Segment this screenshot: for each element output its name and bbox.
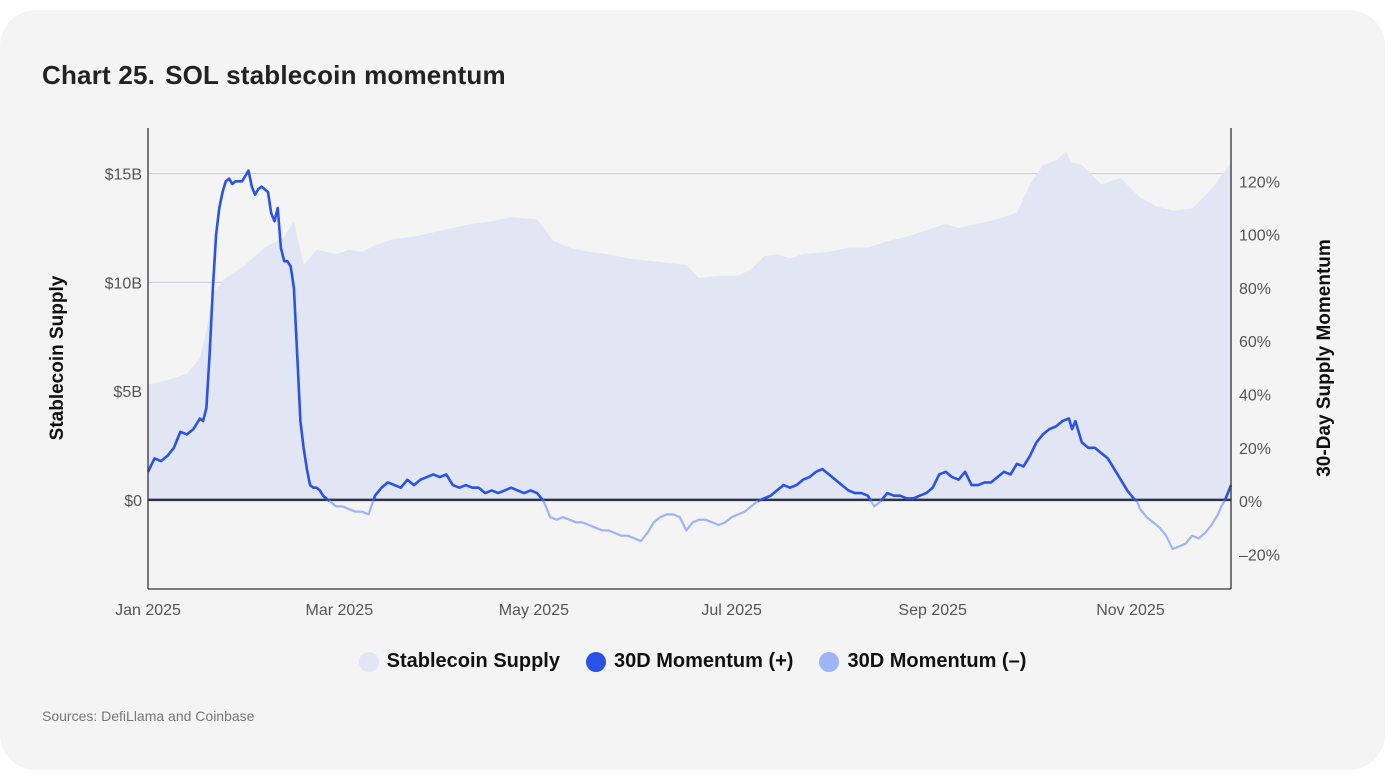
left-axis-tick-label: $5B [114,384,142,401]
momentum-positive-line [146,169,331,503]
right-axis-tick-label: 80% [1239,281,1271,298]
left-axis-title: Stablecoin Supply [47,275,68,440]
momentum-negative-line [1135,500,1226,551]
legend-item-supply: Stablecoin Supply [358,650,560,673]
legend-label-momentum-positive: 30D Momentum (+) [613,650,794,672]
left-axis-tick-label: $0 [124,493,142,510]
chart-title-number: Chart 25. [42,60,156,90]
right-axis-tick-label: 100% [1239,228,1280,245]
chart-title-text: SOL stablecoin momentum [165,60,506,90]
legend-swatch-supply [358,651,379,672]
right-axis-tick-label: –20% [1239,547,1280,564]
legend-swatch-momentum-negative [819,651,840,672]
x-axis-tick-label: Jul 2025 [701,602,762,619]
momentum-positive-line [371,473,545,502]
right-axis-tick-label: 20% [1239,441,1271,458]
left-axis-tick-label: $15B [105,167,142,184]
chart-title: Chart 25. SOL stablecoin momentum [42,60,506,91]
momentum-negative-line [542,500,759,543]
right-axis-tick-label: 40% [1239,387,1271,404]
momentum-positive-line [1223,484,1233,502]
momentum-positive-line [757,467,873,503]
x-axis-tick-label: Jan 2025 [115,602,181,619]
left-axis-tick-label: $10B [105,275,142,292]
x-axis-tick-label: May 2025 [499,602,569,619]
supply-area [148,151,1231,500]
x-axis-tick-label: Mar 2025 [306,602,374,619]
source-note: Sources: DefiLlama and Coinbase [42,708,255,724]
right-axis-tick-label: 0% [1239,494,1262,511]
right-axis-tick-label: 120% [1239,174,1280,191]
legend-item-momentum-negative: 30D Momentum (–) [819,650,1026,673]
right-axis-tick-label: 60% [1239,334,1271,351]
momentum-negative-line [870,500,882,508]
momentum-positive-line [879,417,1138,503]
legend-label-supply: Stablecoin Supply [386,650,560,672]
x-axis-tick-label: Sep 2025 [898,602,967,619]
right-axis-title: 30-Day Supply Momentum [1314,239,1335,477]
momentum-negative-line [328,500,375,516]
tick-labels: $0 $5B $10B $15B –20% 0% 20% 40% 60% 80% 100% 120% J… [105,167,1280,619]
legend: Stablecoin Supply 30D Momentum (+) 30D M… [0,650,1385,673]
x-axis-tick-label: Nov 2025 [1096,602,1165,619]
momentum-lines [146,169,1233,551]
legend-swatch-momentum-positive [585,651,606,672]
legend-item-momentum-positive: 30D Momentum (+) [585,650,794,673]
legend-label-momentum-negative: 30D Momentum (–) [847,650,1027,672]
